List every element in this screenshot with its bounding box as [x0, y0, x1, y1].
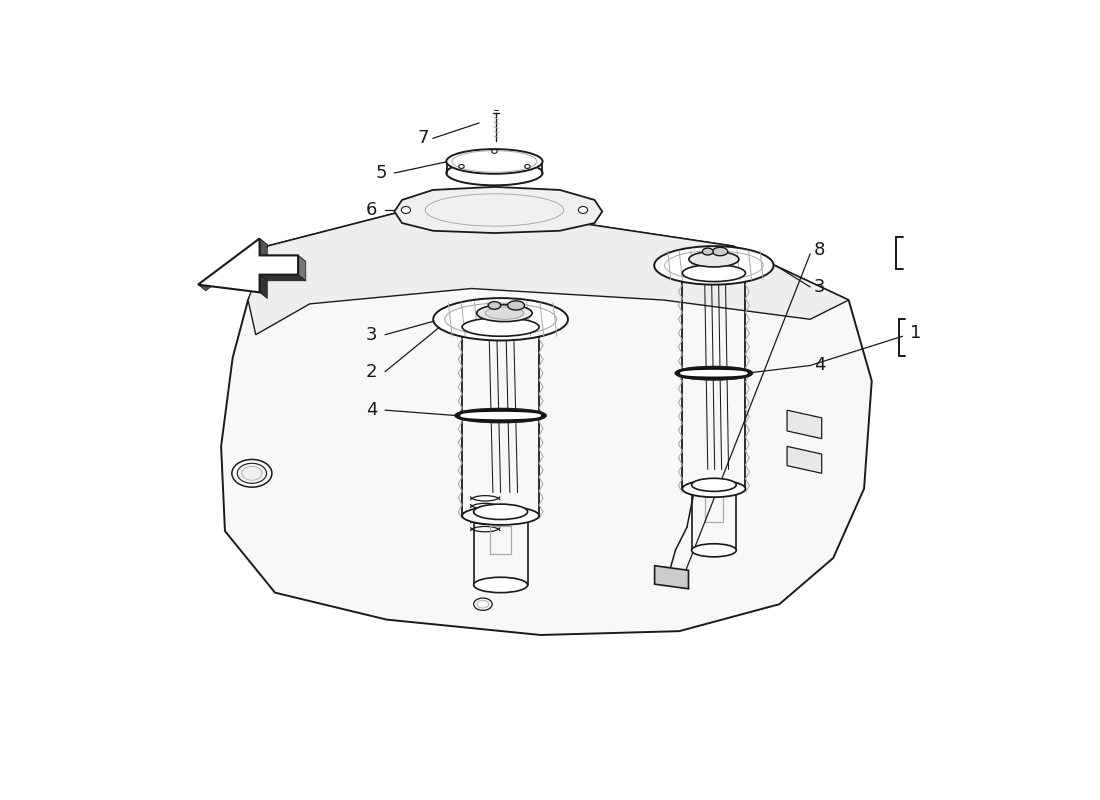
Polygon shape	[654, 566, 689, 589]
Ellipse shape	[579, 206, 587, 214]
Text: 8: 8	[814, 241, 825, 259]
Polygon shape	[260, 255, 306, 262]
Polygon shape	[788, 446, 822, 474]
Ellipse shape	[702, 248, 713, 255]
Ellipse shape	[474, 578, 528, 593]
Ellipse shape	[433, 298, 568, 341]
Ellipse shape	[713, 247, 728, 256]
Ellipse shape	[692, 544, 736, 557]
Text: 5: 5	[375, 164, 387, 182]
Ellipse shape	[402, 206, 410, 214]
Text: 6: 6	[366, 201, 377, 219]
Ellipse shape	[682, 265, 746, 282]
Polygon shape	[395, 187, 603, 233]
Ellipse shape	[461, 413, 540, 418]
Text: 7: 7	[418, 130, 429, 147]
Ellipse shape	[485, 307, 524, 319]
Polygon shape	[198, 238, 298, 292]
Ellipse shape	[474, 504, 528, 519]
Ellipse shape	[654, 246, 773, 285]
Ellipse shape	[462, 506, 539, 525]
Ellipse shape	[678, 368, 750, 378]
Text: 4: 4	[814, 357, 825, 374]
Text: 4: 4	[366, 401, 377, 419]
Ellipse shape	[682, 480, 746, 497]
Ellipse shape	[525, 165, 530, 168]
Ellipse shape	[507, 301, 525, 310]
Ellipse shape	[692, 478, 736, 491]
Polygon shape	[260, 274, 306, 281]
Polygon shape	[198, 238, 267, 291]
Ellipse shape	[458, 410, 543, 421]
Ellipse shape	[476, 305, 532, 322]
Ellipse shape	[447, 149, 542, 174]
Polygon shape	[221, 211, 871, 635]
Text: europes: europes	[240, 329, 872, 464]
Ellipse shape	[459, 165, 464, 168]
Ellipse shape	[462, 318, 539, 336]
Polygon shape	[260, 274, 267, 298]
Polygon shape	[260, 238, 267, 262]
Ellipse shape	[488, 302, 501, 310]
Polygon shape	[249, 211, 849, 334]
Text: a passion for parts since 1985: a passion for parts since 1985	[298, 414, 737, 502]
Text: 1: 1	[911, 324, 922, 342]
Polygon shape	[298, 255, 306, 281]
Ellipse shape	[681, 371, 747, 375]
Ellipse shape	[689, 251, 739, 267]
Polygon shape	[788, 410, 822, 438]
Ellipse shape	[492, 150, 497, 154]
Ellipse shape	[238, 463, 266, 483]
Text: 2: 2	[366, 362, 377, 381]
Text: 3: 3	[814, 278, 825, 296]
Text: 3: 3	[366, 326, 377, 344]
